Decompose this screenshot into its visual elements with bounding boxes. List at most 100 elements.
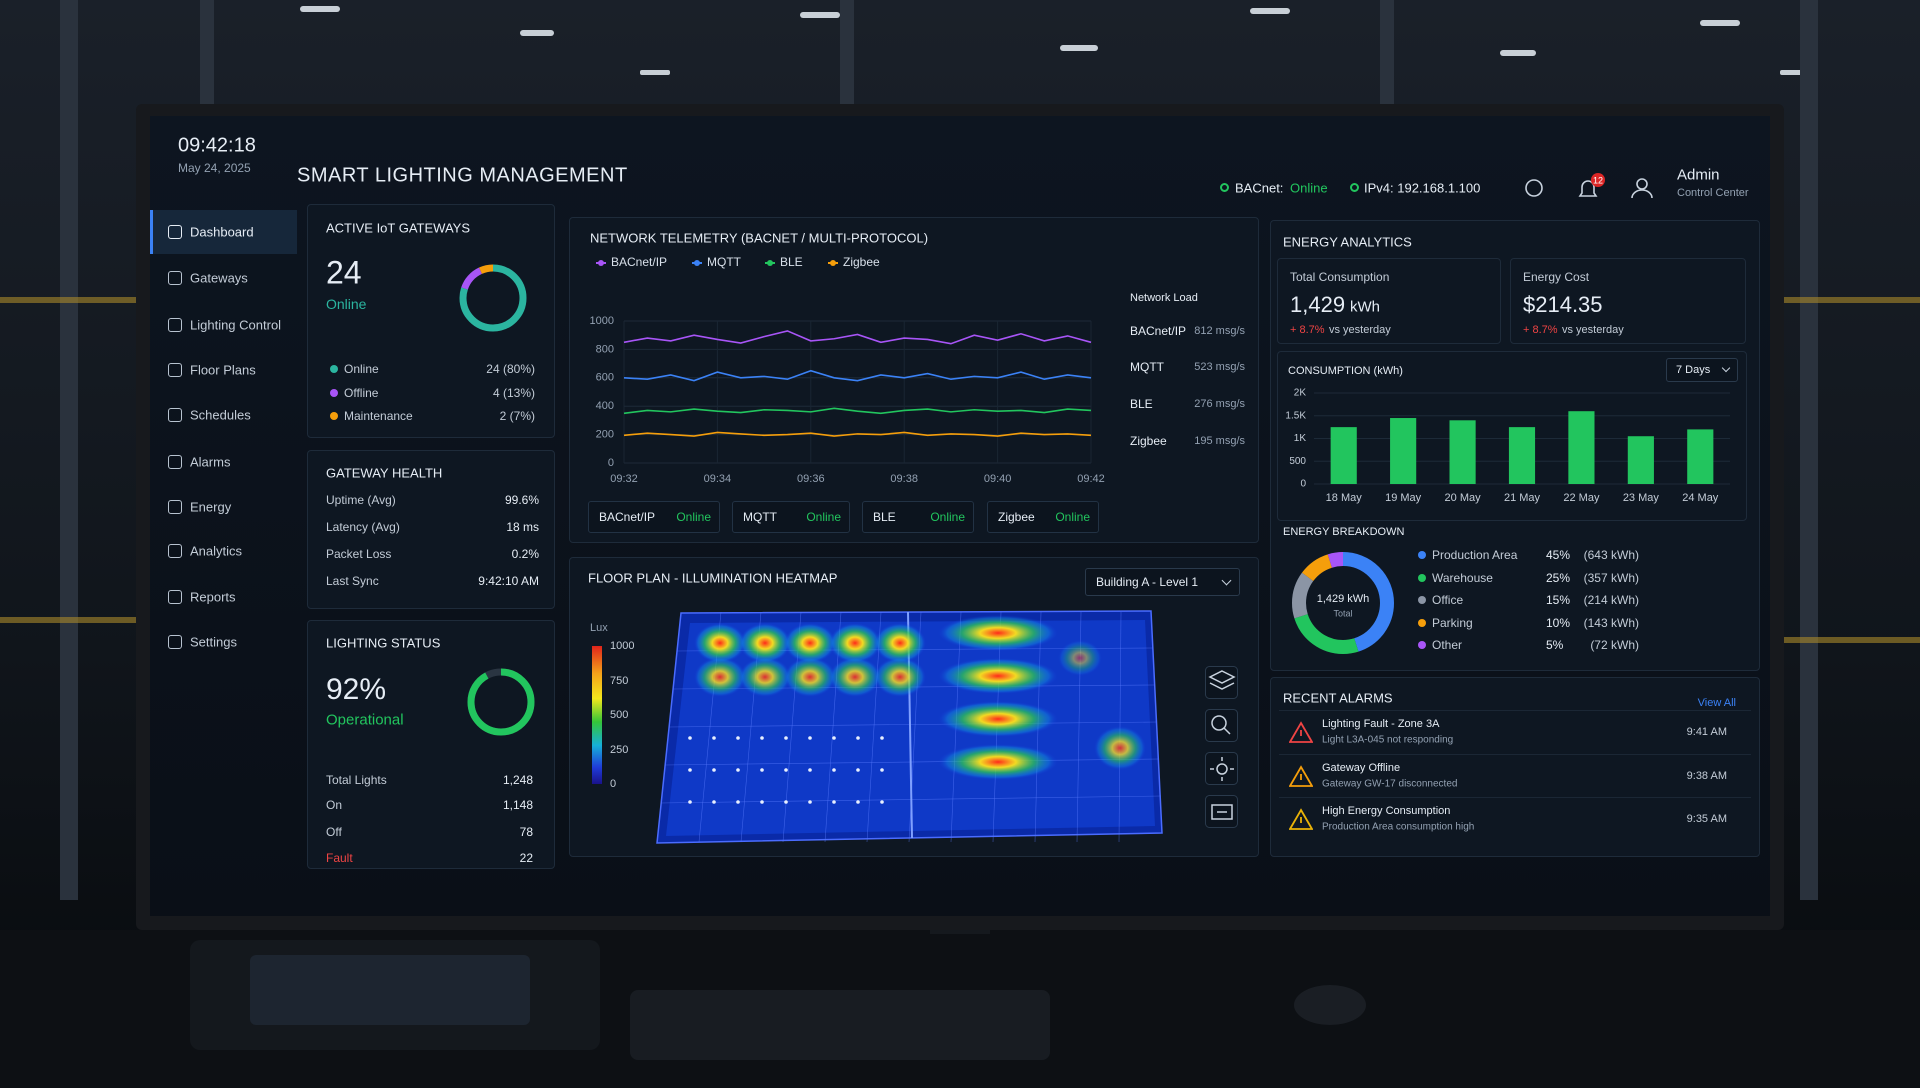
kpi-value: 1,429 (1290, 292, 1346, 317)
legend-amount: (214 kWh) (1583, 593, 1639, 607)
load-protocol: Zigbee (1130, 434, 1167, 448)
bell-icon[interactable] (1578, 180, 1598, 197)
fixture-dot (784, 768, 788, 772)
alarm-detail: Gateway GW-17 disconnected (1322, 778, 1458, 789)
lighting-label: Total Lights (326, 773, 387, 787)
map-tool-button[interactable] (1205, 752, 1238, 785)
legend-label: Production Area (1432, 548, 1518, 562)
nav-item[interactable]: Analytics (190, 543, 243, 559)
fixture-dot (712, 768, 716, 772)
nav-item[interactable]: Floor Plans (190, 362, 256, 378)
nav-icon (168, 225, 182, 239)
y-tick-label: 1.5K (1285, 410, 1306, 421)
legend-value: 4 (13%) (492, 386, 535, 400)
user-role: Control Center (1677, 187, 1749, 199)
warning-triangle (1289, 721, 1313, 743)
fixture-dot (784, 736, 788, 740)
donut-center-label: Total (1333, 608, 1352, 618)
lighting-label: On (326, 798, 343, 812)
gateway-count: 24 (326, 254, 362, 291)
map-tool-button[interactable] (1205, 709, 1238, 742)
y-tick-label: 0 (608, 457, 614, 469)
legend-dot (1418, 596, 1426, 604)
warning-triangle (1289, 764, 1313, 787)
bar (1390, 418, 1417, 484)
load-title: Network Load (1130, 292, 1198, 304)
x-tick-label: 20 May (1445, 492, 1482, 504)
y-tick-label: 800 (596, 343, 614, 355)
fixture-dot (880, 800, 884, 804)
legend-percent: 15% (1546, 593, 1571, 607)
building-label: Building A - Level 1 (1096, 575, 1199, 589)
fixture-dot (808, 736, 812, 740)
status-dot (1220, 183, 1229, 192)
nav-active-bg (150, 210, 297, 254)
light-spot (874, 623, 926, 663)
legend-label: Online (344, 362, 379, 376)
y-tick-label: 1K (1294, 433, 1307, 444)
map-tool-button[interactable] (1205, 666, 1238, 699)
legend-amount: (357 kWh) (1583, 570, 1639, 585)
x-tick-label: 24 May (1682, 492, 1719, 504)
legend-dot (1418, 551, 1426, 559)
nav-item[interactable]: Lighting Control (190, 317, 282, 333)
map-tool-button[interactable] (1205, 795, 1238, 828)
legend-label: BLE (780, 255, 803, 269)
nav-item[interactable]: Alarms (190, 454, 231, 470)
kpi-label: Energy Cost (1523, 270, 1590, 284)
fixture-dot (736, 800, 740, 804)
building-dropdown[interactable]: Building A - Level 1 (1085, 568, 1240, 596)
nav-icon (168, 500, 182, 514)
y-tick-label: 500 (1289, 456, 1306, 467)
nav-item[interactable]: Energy (190, 499, 232, 515)
gateway-donut (459, 264, 527, 332)
alarm-icon (1289, 764, 1313, 787)
legend-percent: 5% (1546, 638, 1564, 652)
fixture-dot (760, 768, 764, 772)
alarms-panel: RECENT ALARMS View All Lighting Fault - Zo… (1270, 677, 1760, 857)
legend-percent: 10% (1546, 615, 1571, 630)
nav-item[interactable]: Reports (190, 589, 236, 605)
search-icon[interactable] (1525, 179, 1543, 197)
dropdown-caret (1221, 575, 1232, 586)
button-bg (1205, 752, 1238, 785)
range-dropdown[interactable]: 7 Days (1666, 358, 1738, 382)
light-spot (1058, 640, 1102, 676)
panel-title: GATEWAY HEALTH (326, 465, 443, 481)
consumption-card: CONSUMPTION (kWh) 7 Days 0 500 1K 1.5K 2K 18 Ma… (1277, 351, 1747, 521)
nav-icon (168, 544, 182, 558)
legend-percent: 45% (1546, 548, 1571, 562)
nav-item[interactable]: Settings (190, 634, 237, 650)
load-protocol: MQTT (1130, 360, 1164, 374)
legend-label: BACnet/IP (611, 255, 667, 269)
telemetry-line (623, 369, 1092, 382)
legend-label: Office (1432, 593, 1464, 607)
status-pill: MQTT Online (732, 501, 850, 533)
donut-segment (1292, 552, 1394, 654)
nav-item[interactable]: Gateways (190, 270, 248, 286)
energy-panel: ENERGY ANALYTICS Total Consumption 1,429 kW… (1270, 220, 1760, 671)
lighting-value: 78 (519, 825, 533, 839)
floor-panel: FLOOR PLAN - ILLUMINATION HEATMAP Buildin… (569, 557, 1259, 857)
user-icon[interactable] (1636, 178, 1648, 190)
lighting-label: Off (326, 825, 342, 839)
nav-item[interactable]: Dashboard (190, 224, 254, 240)
legend-swatch (830, 260, 836, 266)
view-all-link[interactable]: View All (1697, 697, 1736, 709)
light-strip (938, 615, 1058, 651)
light-spot (739, 623, 791, 663)
pill-status: Online (1055, 510, 1090, 524)
nav-item[interactable]: Schedules (190, 407, 251, 423)
legend-label: Other (1432, 638, 1463, 652)
pill-protocol: BLE (873, 510, 896, 524)
scale-tick-label: 1000 (610, 640, 635, 652)
legend-dot (330, 365, 338, 373)
chart-title: CONSUMPTION (kWh) (1288, 365, 1403, 377)
nav-icon (168, 590, 182, 604)
operational-percent: 92% (326, 673, 387, 706)
header-icons: 12 (1525, 173, 1653, 199)
metric-value: 99.6% (504, 493, 539, 507)
chart-title: ENERGY BREAKDOWN (1283, 526, 1405, 538)
x-tick-label: 22 May (1563, 492, 1600, 504)
